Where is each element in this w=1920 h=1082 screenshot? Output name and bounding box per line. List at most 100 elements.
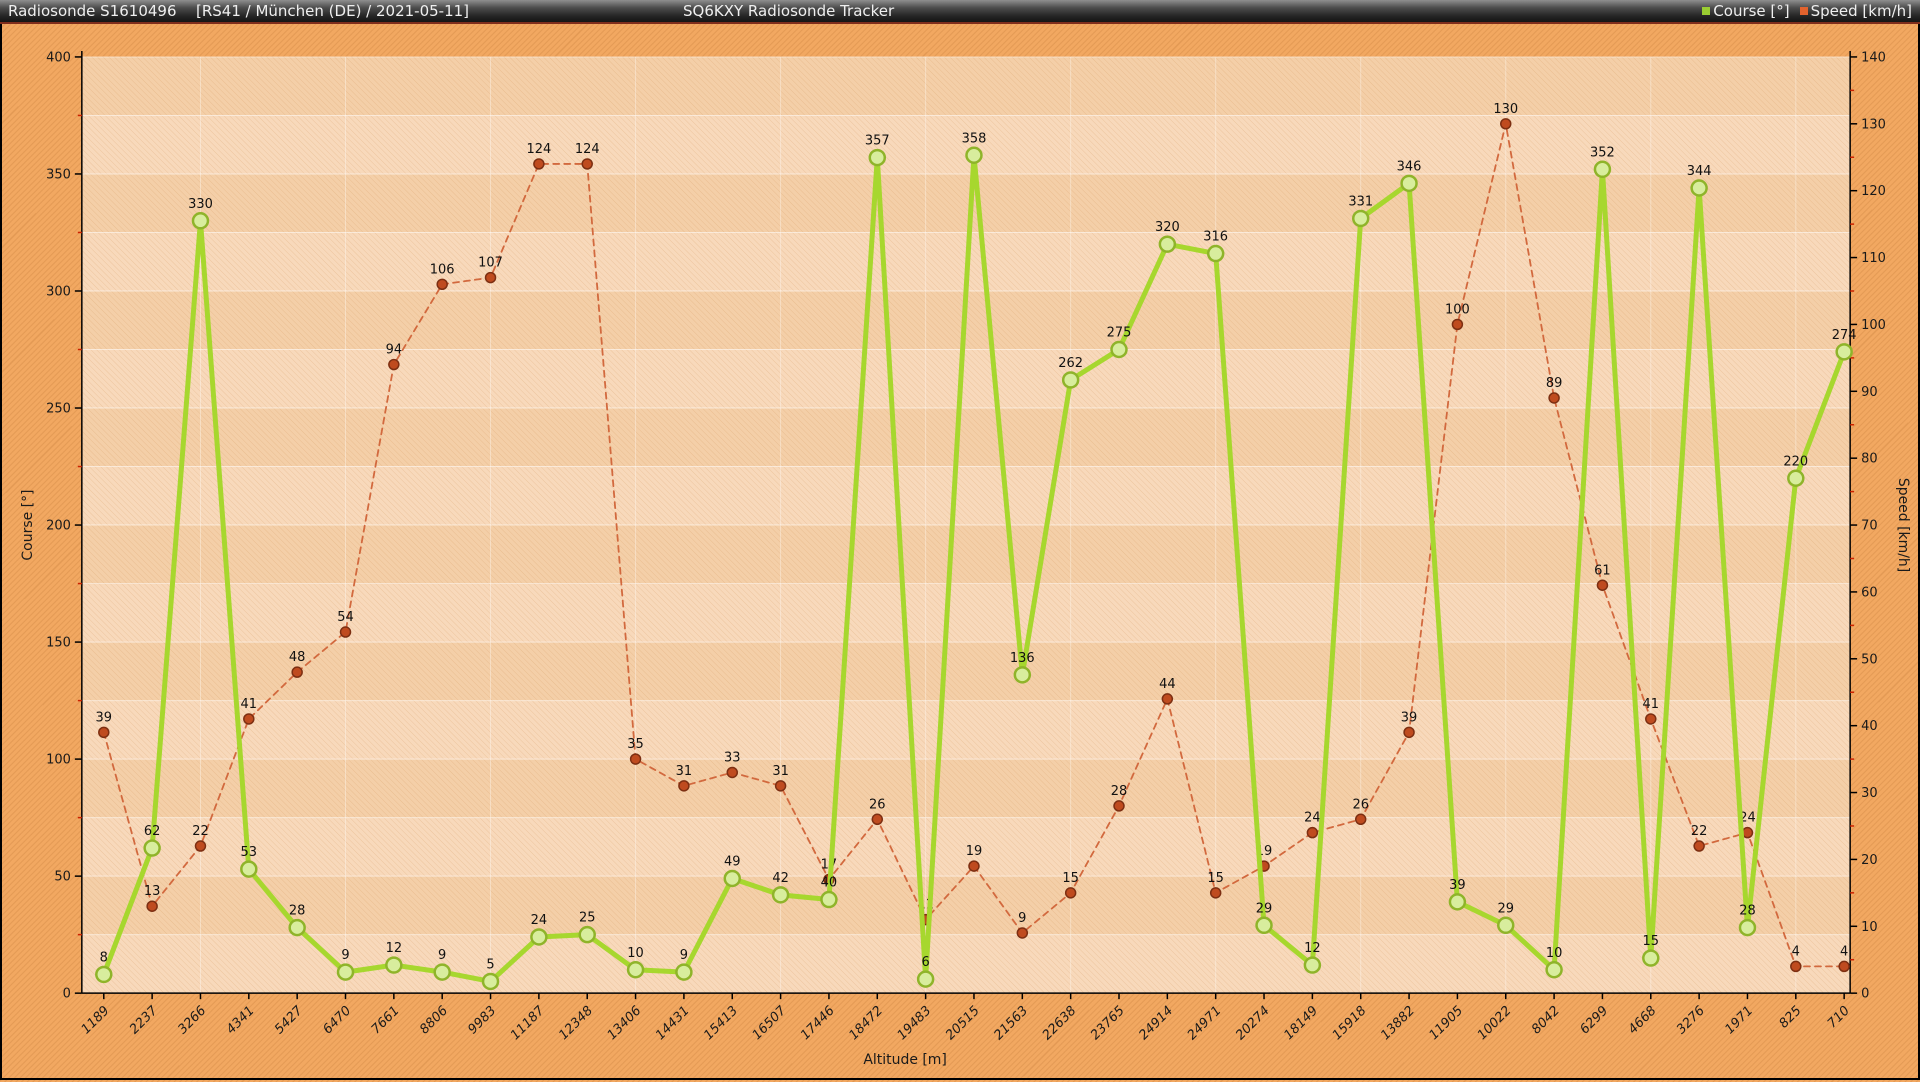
speed-swatch-icon [1800,7,1808,15]
course-point [1015,667,1030,682]
data-label: 42 [772,871,789,886]
speed-point [727,767,737,777]
course-point [1160,237,1175,252]
course-point [580,927,595,942]
speed-point [1839,961,1849,971]
data-label: 24 [1304,811,1321,826]
svg-text:9983: 9983 [465,1003,499,1037]
svg-text:5427: 5427 [272,1003,306,1037]
data-label: 9 [1018,911,1026,926]
svg-text:710: 710 [1825,1003,1853,1031]
speed-point [872,814,882,824]
data-label: 130 [1493,102,1518,117]
course-point [338,965,353,980]
speed-point [1114,801,1124,811]
svg-text:6299: 6299 [1577,1003,1611,1037]
data-label: 10 [627,946,644,961]
svg-text:825: 825 [1777,1003,1805,1031]
svg-text:1189: 1189 [79,1003,113,1037]
data-label: 9 [438,948,446,963]
data-label: 124 [575,142,600,157]
svg-text:300: 300 [46,284,71,299]
data-label: 275 [1107,326,1132,341]
svg-text:11905: 11905 [1426,1003,1466,1043]
course-point [966,148,981,163]
course-point [870,150,885,165]
data-label: 49 [724,854,741,869]
speed-point [1646,714,1656,724]
course-point [1257,918,1272,933]
svg-text:3276: 3276 [1674,1003,1708,1037]
svg-text:140: 140 [1861,50,1886,65]
course-point [1305,958,1320,973]
svg-text:22638: 22638 [1040,1003,1080,1043]
data-label: 24 [531,913,548,928]
svg-text:100: 100 [1861,318,1886,333]
speed-point [1452,319,1462,329]
data-label: 5 [486,957,494,972]
svg-text:200: 200 [46,519,71,534]
speed-point [1501,119,1511,129]
speed-point [1356,814,1366,824]
svg-text:400: 400 [46,50,71,65]
course-point [435,965,450,980]
data-label: 26 [1352,797,1369,812]
svg-text:18149: 18149 [1281,1003,1321,1043]
title-bar: Radiosonde S1610496 [RS41 / München (DE)… [0,0,1920,24]
course-point [1402,176,1417,191]
data-label: 9 [680,948,688,963]
course-point [1498,918,1513,933]
data-label: 124 [526,142,551,157]
svg-text:50: 50 [1861,652,1878,667]
data-label: 54 [337,610,354,625]
data-label: 94 [386,343,403,358]
data-label: 13 [144,884,161,899]
data-label: 28 [1739,904,1756,919]
course-point [96,967,111,982]
svg-text:20: 20 [1861,853,1878,868]
data-label: 100 [1445,302,1470,317]
course-point [145,841,160,856]
svg-text:11187: 11187 [508,1003,548,1043]
course-point [676,965,691,980]
svg-text:4668: 4668 [1626,1003,1660,1037]
course-point [628,962,643,977]
svg-text:20274: 20274 [1233,1003,1273,1043]
svg-text:0: 0 [1861,987,1869,1002]
course-point [1112,342,1127,357]
data-label: 274 [1832,328,1857,343]
data-label: 31 [772,764,789,779]
data-label: 15 [1062,871,1079,886]
svg-text:8042: 8042 [1529,1003,1563,1037]
svg-text:0: 0 [63,987,71,1002]
sonde-info: [RS41 / München (DE) / 2021-05-11] [196,0,469,22]
speed-point [244,714,254,724]
data-label: 29 [1497,901,1514,916]
speed-point [631,754,641,764]
course-point [241,862,256,877]
data-label: 41 [1643,697,1660,712]
data-label: 9 [341,948,349,963]
speed-point [534,159,544,169]
course-swatch-icon [1702,7,1710,15]
svg-text:80: 80 [1861,452,1878,467]
data-label: 6 [921,955,929,970]
svg-text:3266: 3266 [175,1003,209,1037]
svg-text:2237: 2237 [127,1003,161,1037]
data-label: 41 [241,697,258,712]
course-point [773,887,788,902]
svg-text:12348: 12348 [556,1003,596,1043]
speed-point [341,627,351,637]
course-point [821,892,836,907]
speed-point [776,781,786,791]
x-axis-title: Altitude [m] [863,1052,947,1068]
svg-text:21563: 21563 [991,1003,1031,1043]
data-label: 346 [1397,159,1422,174]
data-label: 106 [430,262,455,277]
data-label: 4 [1840,944,1848,959]
data-label: 107 [478,256,503,271]
legend-item-speed: Speed [km/h] [1800,0,1912,22]
course-point [918,972,933,987]
svg-text:24971: 24971 [1185,1003,1225,1043]
data-label: 352 [1590,145,1615,160]
